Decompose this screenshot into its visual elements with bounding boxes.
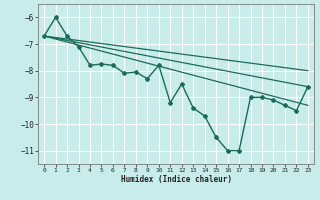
X-axis label: Humidex (Indice chaleur): Humidex (Indice chaleur) xyxy=(121,175,231,184)
